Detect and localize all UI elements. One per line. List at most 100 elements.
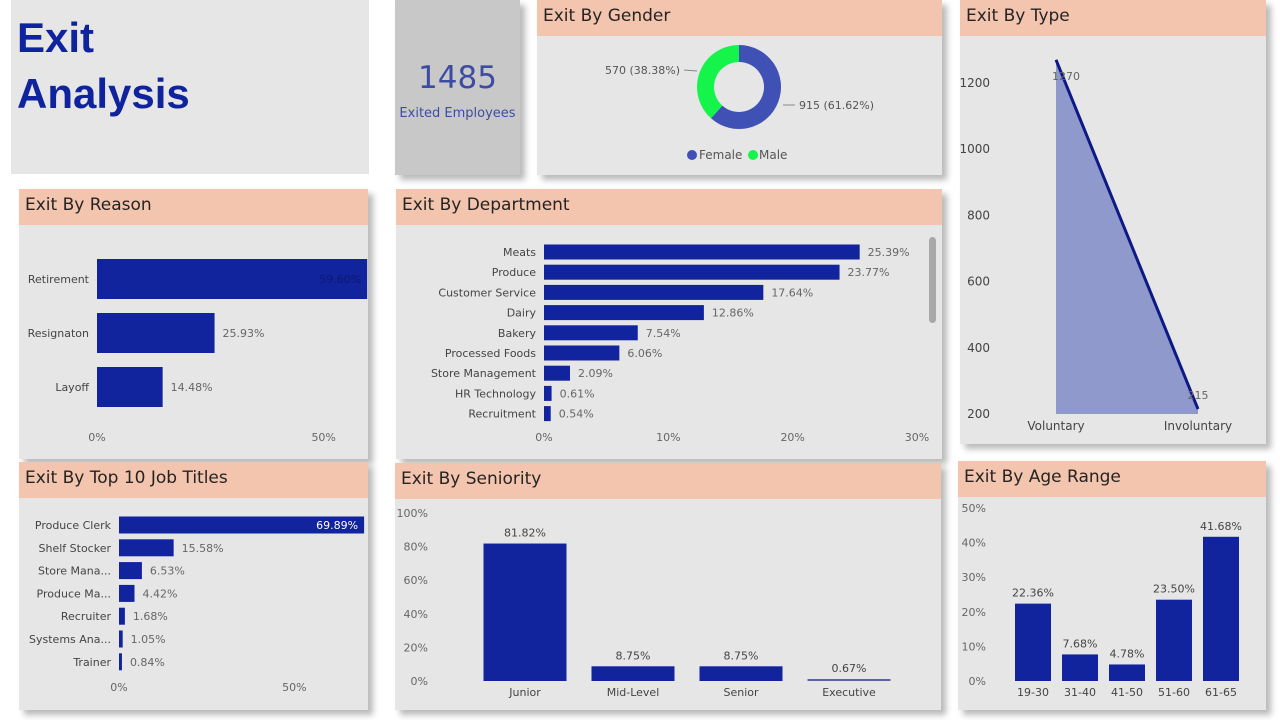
bar[interactable]: [544, 345, 620, 361]
category-label: Involuntary: [1164, 419, 1232, 433]
panel-title: Exit By Top 10 Job Titles: [19, 462, 368, 498]
title-panel: Exit Analysis: [11, 0, 369, 174]
kpi-card-exited-employees[interactable]: 1485 Exited Employees: [395, 0, 520, 175]
data-label: 23.77%: [848, 266, 890, 279]
category-label: Executive: [822, 686, 876, 699]
x-tick-label: 20%: [780, 431, 804, 444]
bar[interactable]: [119, 630, 123, 648]
scrollbar-thumb[interactable]: [929, 237, 936, 323]
category-label: Bakery: [498, 327, 537, 340]
data-label: 2.09%: [578, 367, 613, 380]
gender-donut-chart[interactable]: 915 (61.62%) 570 (38.38%) Female Male: [537, 36, 942, 175]
y-tick-label: 40%: [404, 608, 428, 621]
exit-by-job-titles-panel[interactable]: Exit By Top 10 Job Titles Produce Clerk 6…: [19, 462, 368, 710]
reason-bar-chart[interactable]: Retirement 59.60% Resignaton 25.93% Layoff 14…: [19, 225, 368, 459]
data-label: 1.05%: [131, 633, 166, 646]
data-label: 12.86%: [712, 307, 754, 320]
data-label: 23.50%: [1153, 583, 1195, 596]
category-label: Trainer: [72, 656, 111, 669]
seniority-column-chart[interactable]: 0% 20% 40% 60% 80% 100% 81.82% Junior 8.75% Mid-L…: [395, 499, 941, 710]
data-label: 570 (38.38%): [605, 64, 680, 77]
legend-marker-male: [748, 150, 758, 160]
x-tick-label: 0%: [110, 681, 127, 694]
category-label: Dairy: [507, 307, 537, 320]
data-label: 15.58%: [182, 542, 224, 555]
bar[interactable]: [119, 562, 142, 580]
data-label: 4.42%: [143, 587, 178, 600]
exit-by-type-panel[interactable]: Exit By Type 200 400 600 800 1000 1200 1270 215…: [960, 0, 1266, 444]
bar[interactable]: [544, 406, 551, 422]
exit-by-age-panel[interactable]: Exit By Age Range 0% 10% 20% 30% 40% 50% 22.36…: [958, 461, 1266, 710]
bar[interactable]: [97, 313, 215, 353]
type-area-chart[interactable]: 200 400 600 800 1000 1200 1270 215 Voluntary Invo…: [960, 36, 1266, 444]
job-titles-bar-chart[interactable]: Produce Clerk 69.89% Shelf Stocker 15.58% St…: [19, 498, 368, 710]
bar[interactable]: [544, 385, 552, 401]
category-label: Layoff: [55, 381, 89, 394]
bar[interactable]: [97, 367, 163, 407]
category-label: Junior: [508, 686, 541, 699]
data-label: 0.84%: [130, 656, 165, 669]
donut-slice[interactable]: [697, 45, 739, 119]
y-tick-label: 80%: [404, 541, 428, 554]
bar[interactable]: [1203, 536, 1239, 681]
bar[interactable]: [1062, 654, 1098, 681]
bar[interactable]: [544, 244, 860, 260]
panel-title: Exit By Seniority: [395, 463, 941, 499]
bar[interactable]: [1109, 664, 1145, 681]
bar[interactable]: [544, 365, 570, 381]
category-label: Systems Ana...: [29, 633, 111, 646]
x-tick-label: 30%: [905, 431, 929, 444]
y-tick-label: 800: [967, 208, 990, 222]
legend-marker-female: [687, 150, 697, 160]
bar[interactable]: [119, 653, 122, 671]
data-label: 69.89%: [316, 519, 358, 532]
bar[interactable]: [591, 666, 675, 681]
category-label: Shelf Stocker: [39, 542, 112, 555]
bar[interactable]: [483, 543, 567, 681]
category-label: Processed Foods: [445, 347, 536, 360]
bar[interactable]: [97, 259, 368, 299]
y-tick-label: 50%: [962, 502, 986, 515]
bar[interactable]: [544, 305, 704, 321]
category-label: HR Technology: [455, 387, 537, 400]
category-label: Produce Ma...: [37, 587, 111, 600]
exit-by-gender-panel[interactable]: Exit By Gender 915 (61.62%) 570 (38.38%) F…: [537, 0, 942, 175]
bar[interactable]: [699, 666, 783, 681]
exit-by-department-panel[interactable]: Exit By Department Meats 25.39% Produce 23.…: [396, 189, 942, 459]
bar[interactable]: [119, 607, 125, 625]
y-tick-label: 1000: [960, 142, 990, 156]
y-tick-label: 20%: [404, 641, 428, 654]
bar[interactable]: [544, 284, 764, 300]
category-label: Meats: [503, 246, 536, 259]
data-label: 0.61%: [560, 387, 595, 400]
kpi-label: Exited Employees: [399, 106, 516, 121]
department-bar-chart[interactable]: Meats 25.39% Produce 23.77% Customer Service…: [396, 225, 942, 459]
data-label: 0.54%: [559, 408, 594, 421]
bar[interactable]: [119, 539, 174, 557]
y-tick-label: 30%: [962, 571, 986, 584]
bar[interactable]: [807, 679, 891, 681]
bar[interactable]: [544, 325, 638, 341]
data-label: 17.64%: [771, 286, 813, 299]
data-label: 4.78%: [1110, 647, 1145, 660]
bar[interactable]: [544, 264, 840, 280]
y-tick-label: 20%: [962, 606, 986, 619]
y-tick-label: 1200: [960, 76, 990, 90]
exit-by-seniority-panel[interactable]: Exit By Seniority 0% 20% 40% 60% 80% 100% 81.8…: [395, 463, 941, 710]
bar[interactable]: [119, 516, 365, 534]
donut-slice[interactable]: [710, 45, 781, 129]
category-label: Recruiter: [61, 610, 112, 623]
bar[interactable]: [1015, 603, 1051, 681]
kpi-value: 1485: [418, 60, 497, 96]
category-label: Mid-Level: [607, 686, 660, 699]
data-label: 25.93%: [223, 327, 265, 340]
y-tick-label: 10%: [962, 640, 986, 653]
x-tick-label: 0%: [535, 431, 552, 444]
exit-by-reason-panel[interactable]: Exit By Reason Retirement 59.60% Resignato…: [19, 189, 368, 459]
category-label: 51-60: [1158, 686, 1190, 699]
data-label: 8.75%: [616, 649, 651, 662]
category-label: Produce Clerk: [35, 519, 112, 532]
bar[interactable]: [119, 584, 135, 602]
bar[interactable]: [1156, 599, 1192, 681]
age-column-chart[interactable]: 0% 10% 20% 30% 40% 50% 22.36% 19-30 7.68% 31-40 4.…: [958, 497, 1266, 710]
